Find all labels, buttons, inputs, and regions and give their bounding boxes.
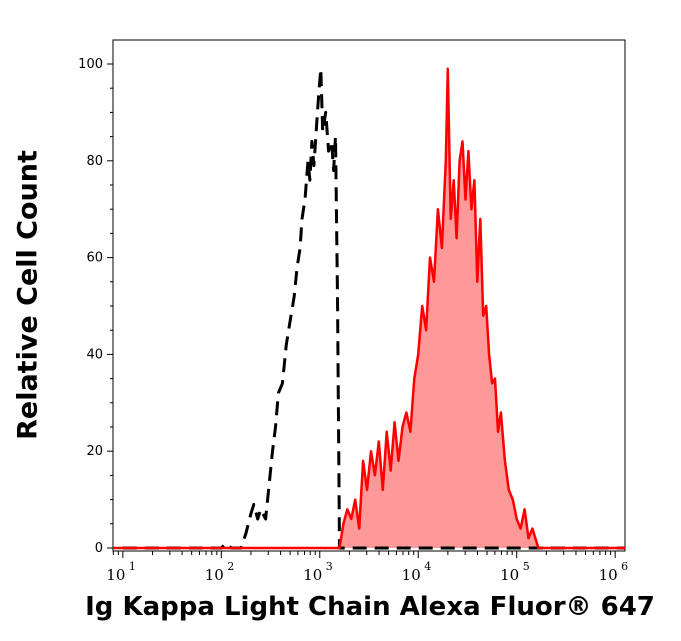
x-axis-label: Ig Kappa Light Chain Alexa Fluor® 647 <box>85 592 655 622</box>
plot-frame <box>112 39 626 552</box>
y-tick-label-1: 20 <box>86 444 103 459</box>
x-tick-exponent-1: 2 <box>227 560 234 573</box>
x-tick-label-5: 10 <box>599 566 618 584</box>
x-tick-exponent-4: 5 <box>523 560 530 573</box>
x-tick-label-1: 10 <box>205 566 224 584</box>
x-tick-exponent-0: 1 <box>129 560 136 573</box>
x-tick-exponent-3: 4 <box>424 560 431 573</box>
y-tick-label-4: 80 <box>86 154 103 169</box>
y-tick-label-2: 40 <box>86 347 103 362</box>
x-tick-label-3: 10 <box>402 566 421 584</box>
x-tick-label-4: 10 <box>500 566 519 584</box>
x-tick-exponent-2: 3 <box>326 560 333 573</box>
x-tick-label-0: 10 <box>106 566 125 584</box>
y-tick-label-5: 100 <box>78 57 103 72</box>
series-line-1 <box>113 67 625 550</box>
x-tick-exponent-5: 6 <box>621 560 628 573</box>
y-tick-label-0: 0 <box>95 541 103 556</box>
x-tick-label-2: 10 <box>303 566 322 584</box>
y-axis-label: Relative Cell Count <box>12 150 44 440</box>
y-tick-label-3: 60 <box>86 251 103 266</box>
series-line-0 <box>122 67 625 550</box>
